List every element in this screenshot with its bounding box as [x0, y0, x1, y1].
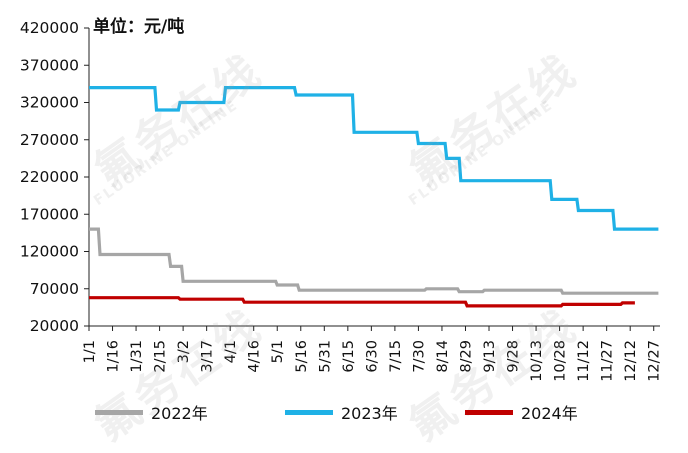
- unit-label: 单位：元/吨: [93, 17, 185, 37]
- x-tick-label: 6/15: [341, 340, 357, 373]
- y-tick-label: 270000: [20, 131, 79, 149]
- y-tick-label: 220000: [20, 168, 79, 186]
- x-tick-label: 8/29: [458, 340, 474, 373]
- x-tick-label: 6/30: [364, 340, 380, 373]
- x-tick-label: 5/1: [270, 340, 286, 363]
- x-tick-label: 12/12: [623, 340, 639, 382]
- x-tick-label: 1/1: [82, 340, 98, 363]
- y-axis-ticks: 420000 370000 320000 270000 220000 170000 1200…: [20, 19, 89, 335]
- y-tick-label: 70000: [30, 280, 79, 298]
- legend-item-2023: 2023年: [285, 400, 398, 424]
- y-tick-label: 320000: [20, 94, 79, 112]
- x-tick-label: 10/28: [553, 340, 569, 382]
- y-tick-label: 120000: [20, 243, 79, 261]
- x-tick-label: 9/13: [482, 340, 498, 373]
- chart-series: [89, 85, 659, 308]
- x-tick-label: 9/28: [506, 340, 522, 373]
- legend-label-2022: 2022年: [151, 404, 208, 423]
- legend-item-2022: 2022年: [95, 400, 208, 424]
- y-tick-label: 170000: [20, 205, 79, 223]
- y-tick-label: 370000: [20, 56, 79, 74]
- x-tick-label: 12/27: [647, 340, 663, 382]
- legend-swatch-2022: [95, 409, 143, 415]
- x-tick-label: 11/27: [600, 340, 616, 382]
- x-tick-label: 5/31: [317, 340, 333, 373]
- x-tick-label: 11/12: [576, 340, 592, 382]
- x-tick-label: 3/2: [176, 340, 192, 363]
- legend-label-2024: 2024年: [521, 404, 578, 423]
- y-tick-label: 20000: [30, 317, 79, 335]
- x-tick-label: 4/16: [247, 340, 263, 373]
- x-tick-label: 7/15: [388, 340, 404, 373]
- x-tick-label: 2/15: [153, 340, 169, 373]
- x-tick-label: 1/16: [106, 340, 122, 373]
- chart-axes: [88, 28, 660, 327]
- x-tick-label: 8/14: [435, 340, 451, 373]
- legend-item-2024: 2024年: [465, 400, 578, 424]
- x-tick-label: 10/13: [529, 340, 545, 382]
- x-tick-label: 7/30: [411, 340, 427, 373]
- x-tick-label: 4/1: [223, 340, 239, 363]
- series-line-2024: [89, 296, 635, 308]
- x-tick-label: 1/31: [129, 340, 145, 373]
- series-line-2023: [89, 85, 659, 231]
- x-axis-ticks: 1/1 1/16 1/31 2/15 3/2 3/17 4/1 4/16 5/1 5/16 5/31…: [82, 326, 663, 382]
- series-line-2022: [89, 227, 659, 295]
- x-tick-label: 3/17: [200, 340, 216, 373]
- x-tick-label: 5/16: [294, 340, 310, 373]
- legend-label-2023: 2023年: [341, 404, 398, 423]
- y-tick-label: 420000: [20, 19, 79, 37]
- legend-swatch-2024: [465, 409, 513, 415]
- legend-swatch-2023: [285, 409, 333, 415]
